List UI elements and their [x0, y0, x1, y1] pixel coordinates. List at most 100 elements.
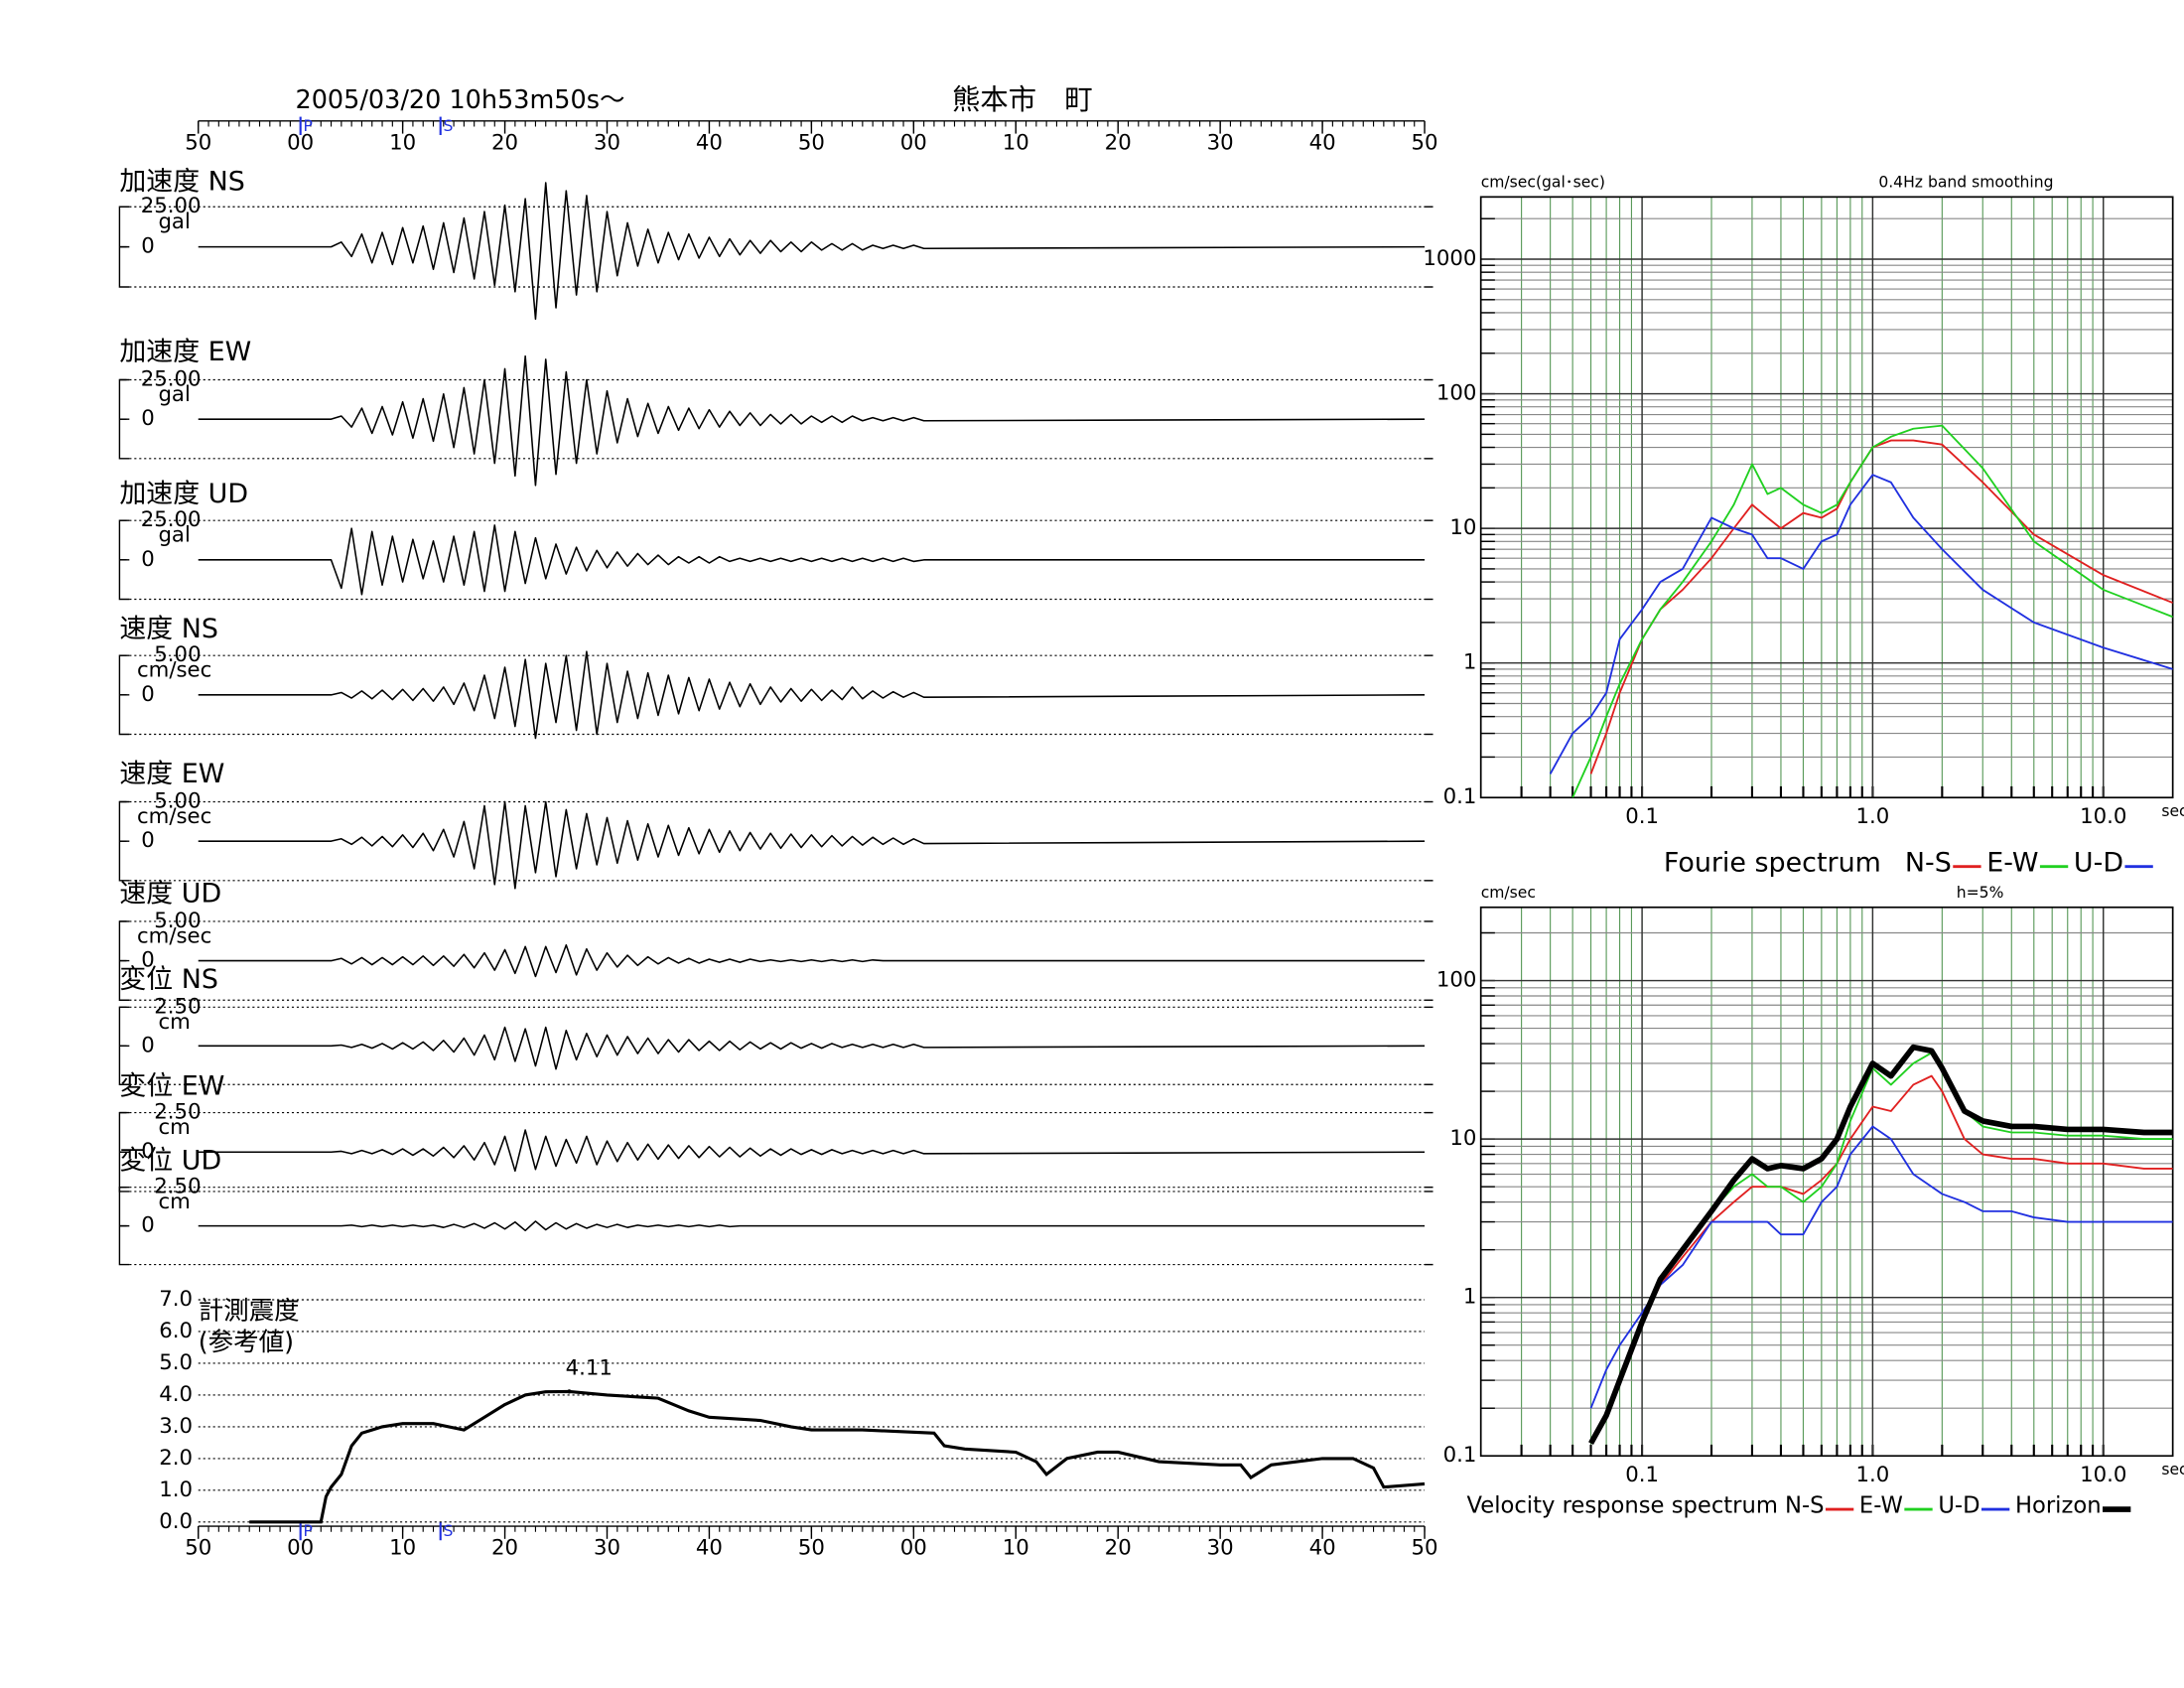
- legend-label: Horizon: [2015, 1493, 2102, 1519]
- x-tick-label: 1.0: [1856, 1463, 1890, 1487]
- series-name: 変位 NS: [119, 964, 218, 995]
- waveform-trace: [198, 1220, 1426, 1232]
- series-name: 変位 UD: [119, 1146, 221, 1177]
- unit-label: cm/sec: [137, 804, 211, 829]
- y-tick-label: 0: [141, 828, 155, 853]
- y-tick-label: 4.0: [159, 1382, 193, 1407]
- header-datetime: 2005/03/20 10h53m50s〜: [295, 85, 624, 115]
- unit-label: cm/sec: [137, 658, 211, 683]
- x-tick-label: 50: [798, 130, 825, 155]
- waveform-trace: [198, 182, 1426, 321]
- y-tick-label: 2.50: [154, 1100, 201, 1125]
- y-tick-label: 0: [141, 1139, 155, 1164]
- y-tick-label: 0.0: [159, 1509, 193, 1534]
- series-name: 変位 EW: [119, 1071, 224, 1102]
- y-tick-label: 25.00: [141, 366, 202, 391]
- y-tick-label: 5.00: [154, 788, 201, 813]
- unit-label: cm: [158, 1190, 190, 1214]
- note: h=5%: [1957, 884, 2004, 902]
- legend-title: Velocity response spectrum: [1467, 1493, 1778, 1519]
- y-tick-label: 3.0: [159, 1414, 193, 1439]
- waveform-trace: [198, 943, 1426, 978]
- unit-label: gal: [158, 210, 190, 234]
- y-tick-label: 1: [1463, 1285, 1477, 1310]
- plot-frame: [1479, 196, 2174, 799]
- y-tick-label: 2.50: [154, 1175, 201, 1199]
- y-tick-label: 1: [1463, 650, 1477, 675]
- x-tick-label: 40: [1309, 1536, 1336, 1561]
- series-name: 加速度 UD: [119, 479, 248, 509]
- y-tick-label: 0: [141, 1213, 155, 1238]
- y-tick-label: 100: [1436, 381, 1477, 406]
- y-tick-label: 1.0: [159, 1477, 193, 1502]
- x-tick-label: 30: [594, 130, 620, 155]
- annotation-label: 4.11: [566, 1356, 613, 1381]
- plot-frame: [1479, 906, 2174, 1458]
- legend-label: U-D: [1938, 1493, 1979, 1519]
- x-tick-label: 20: [1105, 130, 1132, 155]
- x-tick-label: 40: [1309, 130, 1336, 155]
- y-tick-label: 0: [141, 1033, 155, 1057]
- x-tick-label: 0.1: [1625, 1463, 1659, 1487]
- phase-label: S: [444, 1522, 454, 1540]
- y-tick-label: 10: [1449, 515, 1476, 540]
- waveform-trace: [198, 1129, 1426, 1173]
- y-tick-label: 25.00: [141, 507, 202, 532]
- chart-title: 計測震度: [199, 1297, 300, 1327]
- x-tick-label: 50: [185, 1536, 211, 1561]
- chart-subtitle: (参考値): [199, 1328, 294, 1357]
- x-tick-label: 20: [491, 1536, 518, 1561]
- spectrum-line: [1588, 1044, 2173, 1445]
- y-axis-label: cm/sec: [1481, 884, 1536, 902]
- x-tick-label: 30: [1207, 1536, 1234, 1561]
- x-tick-label: 50: [1412, 130, 1438, 155]
- phase-label: S: [444, 117, 454, 135]
- unit-label: cm: [158, 1115, 190, 1140]
- x-tick-label: 10: [389, 1536, 416, 1561]
- y-tick-label: 0.1: [1443, 784, 1477, 809]
- annotation-point: [567, 1389, 572, 1394]
- y-tick-label: 6.0: [159, 1319, 193, 1343]
- note: 0.4Hz band smoothing: [1878, 174, 2053, 192]
- y-tick-label: 0.1: [1443, 1443, 1477, 1468]
- y-tick-label: 1000: [1423, 246, 1476, 271]
- legend-label: E-W: [1859, 1493, 1903, 1519]
- waveform-trace: [198, 524, 1426, 596]
- phase-label: P: [304, 1522, 313, 1540]
- x-tick-label: 10.0: [2080, 1463, 2126, 1487]
- series-group: [1588, 1044, 2173, 1445]
- x-tick-label: 10.0: [2080, 804, 2126, 829]
- y-tick-label: 25.00: [141, 194, 202, 218]
- y-tick-label: 10: [1449, 1126, 1476, 1151]
- x-tick-label: 50: [1412, 1536, 1438, 1561]
- series-group: [1549, 424, 2173, 798]
- y-axis-label: cm/sec(gal･sec): [1481, 174, 1605, 192]
- header-location: 熊本市 町: [952, 83, 1093, 116]
- series-name: 速度 NS: [119, 614, 218, 644]
- x-tick-label: 40: [696, 130, 723, 155]
- y-tick-label: 2.50: [154, 994, 201, 1019]
- x-tick-label: 10: [1003, 130, 1029, 155]
- legend-label: N-S: [1785, 1493, 1825, 1519]
- y-tick-label: 0: [141, 547, 155, 572]
- spectrum-line: [1571, 424, 2173, 798]
- y-tick-label: 5.00: [154, 642, 201, 667]
- y-tick-label: 5.0: [159, 1350, 193, 1375]
- spectrum-line: [1589, 1074, 2173, 1445]
- y-tick-label: 0: [141, 406, 155, 431]
- x-tick-label: 50: [798, 1536, 825, 1561]
- unit-label: gal: [158, 382, 190, 407]
- waveform-trace: [198, 800, 1426, 890]
- y-tick-label: 0: [141, 948, 155, 973]
- legend-label: N-S: [1905, 847, 1952, 878]
- unit-label: gal: [158, 523, 190, 548]
- x-tick-label: 10: [389, 130, 416, 155]
- intensity-line: [249, 1389, 1426, 1524]
- series-name: 加速度 EW: [119, 337, 251, 367]
- waveform-trace: [198, 1026, 1426, 1070]
- legend-label: U-D: [2074, 847, 2123, 878]
- unit-label: cm/sec: [137, 923, 211, 948]
- y-tick-label: 0: [141, 234, 155, 259]
